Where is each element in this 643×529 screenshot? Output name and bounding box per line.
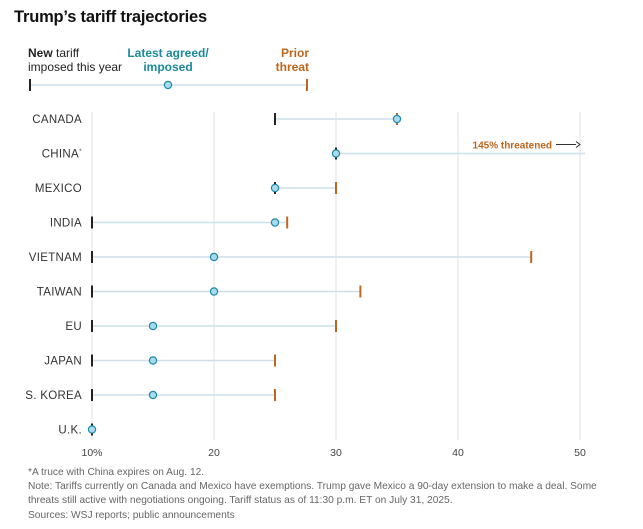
country-row: TAIWAN xyxy=(37,285,362,299)
country-row: CHINA* 145% threatened xyxy=(42,141,585,161)
note-status: threats still active with negotiations o… xyxy=(28,495,453,507)
chart-rows: CANADA CHINA* 145% threatened MEXICO INDIA VI… xyxy=(25,113,585,437)
country-footnote-mark: * xyxy=(79,149,82,156)
latest-marker xyxy=(87,425,97,434)
country-name: TAIWAN xyxy=(37,287,82,299)
country-row: CANADA xyxy=(32,113,402,126)
country-label: CHINA* xyxy=(42,149,82,161)
legend-prior-label-line2: threat xyxy=(276,60,309,74)
latest-marker xyxy=(392,114,402,124)
legend-new-bold: New xyxy=(28,46,53,60)
latest-marker xyxy=(331,149,341,158)
x-tick-label: 40 xyxy=(452,447,464,459)
legend-latest-label-line2: imposed xyxy=(143,60,192,74)
legend-new-label: New tariff xyxy=(28,46,80,60)
legend-new-label-line2: imposed this year xyxy=(28,60,122,74)
country-name: INDIA xyxy=(50,218,82,230)
country-name: CANADA xyxy=(32,114,82,126)
country-label: U.K. xyxy=(58,425,82,437)
country-row: VIETNAM xyxy=(29,251,533,264)
x-tick-label: 20 xyxy=(208,447,220,459)
latest-marker xyxy=(148,356,158,365)
threat-arrow-head xyxy=(575,141,581,148)
chart-title: Trump’s tariff trajectories xyxy=(14,8,207,26)
country-name: S. KOREA xyxy=(25,390,82,402)
note-sources: Sources: WSJ reports; public announcemen… xyxy=(28,509,235,521)
note-exemptions: Note: Tariffs currently on Canada and Me… xyxy=(28,481,597,493)
tariff-chart: New tariff imposed this year Latest agre… xyxy=(25,46,586,459)
latest-marker xyxy=(209,252,219,262)
country-label: CANADA xyxy=(32,114,82,126)
country-name: CHINA xyxy=(42,149,79,161)
latest-marker xyxy=(270,218,280,227)
x-tick-label: 10% xyxy=(81,447,102,459)
country-label: VIETNAM xyxy=(29,252,82,264)
country-row: JAPAN xyxy=(44,354,276,368)
country-row: MEXICO xyxy=(35,182,337,195)
country-name: EU xyxy=(65,321,82,333)
latest-marker xyxy=(270,183,280,193)
note-china-truce: *A truce with China expires on Aug. 12. xyxy=(28,467,205,478)
country-name: VIETNAM xyxy=(29,252,82,264)
country-row: EU xyxy=(65,320,337,333)
country-label: INDIA xyxy=(50,218,82,230)
country-row: U.K. xyxy=(58,423,97,437)
latest-marker xyxy=(209,287,219,296)
country-row: S. KOREA xyxy=(25,389,276,402)
grid xyxy=(91,112,581,440)
legend-new-rest: tariff xyxy=(53,46,80,60)
country-name: MEXICO xyxy=(35,183,82,195)
country-label: TAIWAN xyxy=(37,287,82,299)
legend-latest-marker xyxy=(163,80,173,90)
country-label: JAPAN xyxy=(44,356,82,368)
country-row: INDIA xyxy=(50,216,289,230)
legend: New tariff imposed this year Latest agre… xyxy=(28,46,309,91)
x-tick-label: 30 xyxy=(330,447,342,459)
latest-marker xyxy=(148,390,158,400)
x-tick-label: 50 xyxy=(574,447,586,459)
country-label: S. KOREA xyxy=(25,390,82,402)
legend-prior-label-line1: Prior xyxy=(281,46,309,60)
country-name: U.K. xyxy=(58,425,82,437)
legend-latest-label-line1: Latest agreed/ xyxy=(127,46,209,60)
notes: *A truce with China expires on Aug. 12. … xyxy=(28,466,628,523)
country-label: EU xyxy=(65,321,82,333)
threat-annotation: 145% threatened xyxy=(473,141,552,152)
country-label: MEXICO xyxy=(35,183,82,195)
country-name: JAPAN xyxy=(44,356,82,368)
x-axis-ticks: 10% 20 30 40 50 xyxy=(81,447,586,459)
latest-marker xyxy=(148,321,158,331)
